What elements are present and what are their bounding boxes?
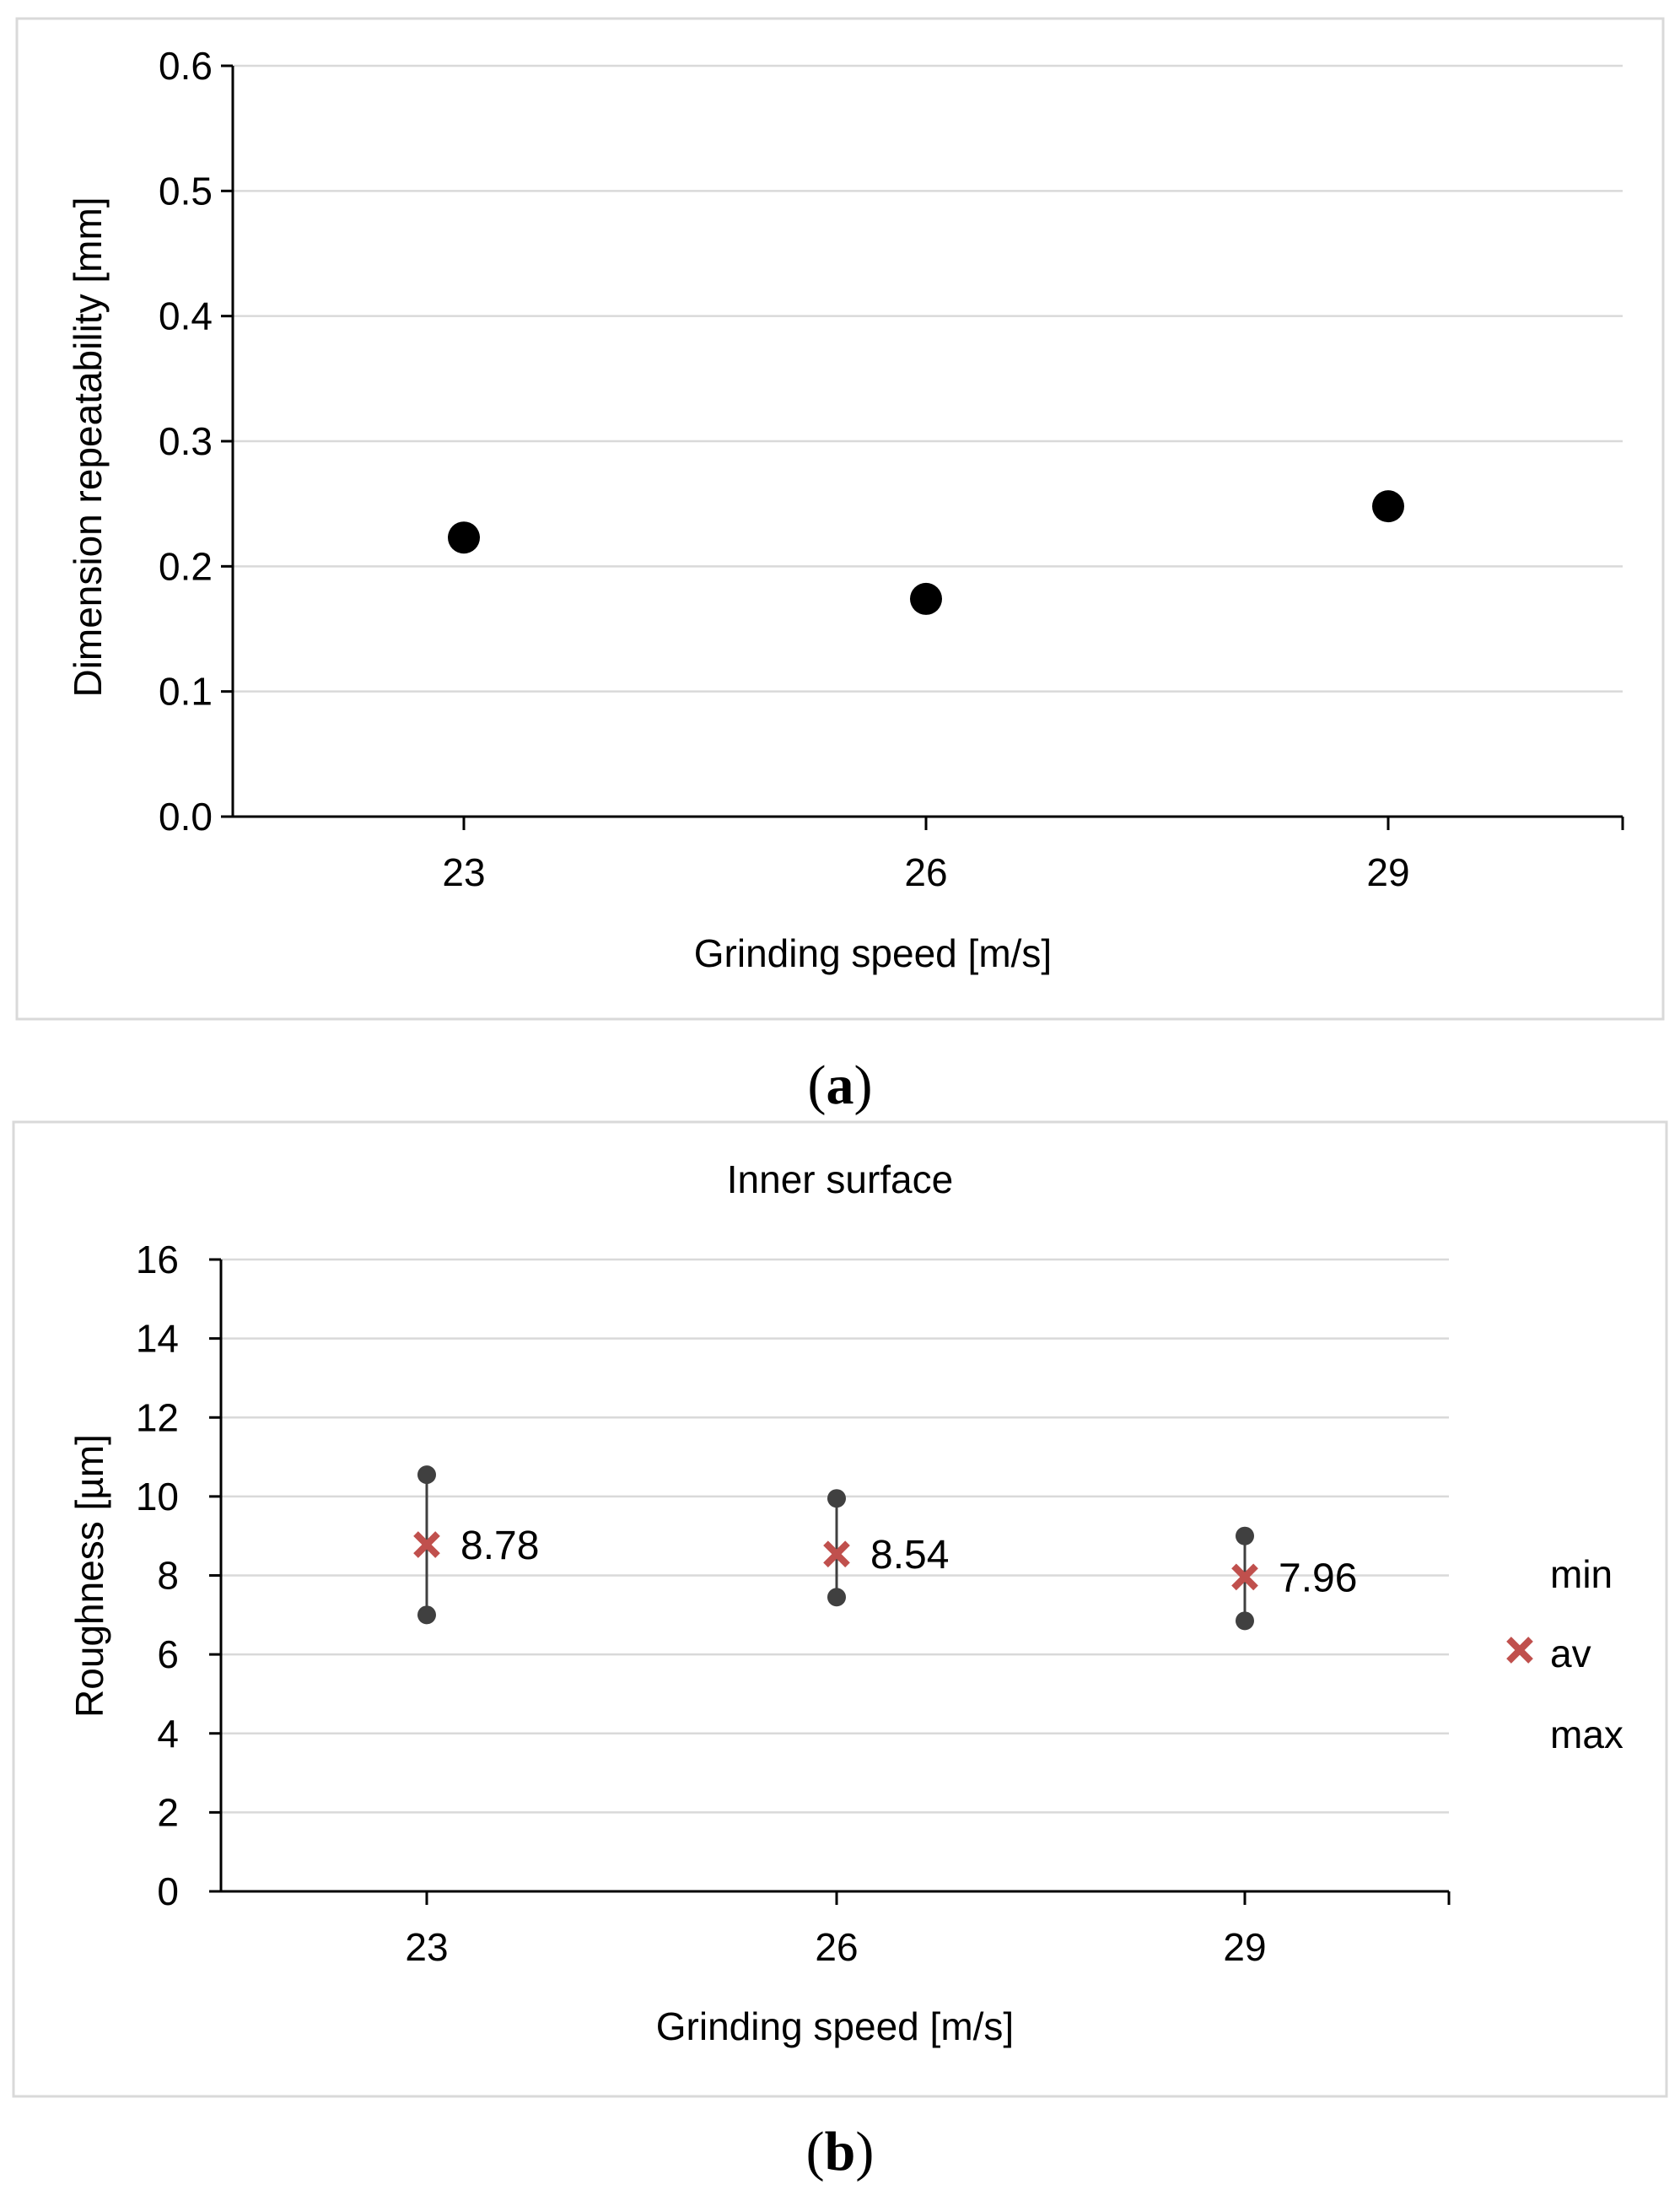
chart-a-y-ticks: 0.0 0.1 0.2 0.3 0.4 0.5 0.6 xyxy=(159,44,233,839)
chart-a-y-tick-label: 0.6 xyxy=(159,44,213,88)
chart-b-x-tick-label: 29 xyxy=(1223,1925,1266,1969)
caption-a-letter: a xyxy=(827,1055,854,1116)
chart-b-av-data-label: 8.54 xyxy=(870,1533,949,1578)
chart-b-av-point xyxy=(413,1531,440,1558)
chart-a-y-tick-label: 0.1 xyxy=(159,670,213,714)
chart-b-x-tick-label: 26 xyxy=(815,1925,858,1969)
chart-b-av-mark-stroke xyxy=(1231,1563,1258,1591)
chart-a-point xyxy=(1372,490,1404,523)
legend-item-min-label: min xyxy=(1550,1552,1613,1596)
chart-b-x-axis-label: Grinding speed [m/s] xyxy=(656,2004,1014,2048)
chart-b-legend: min av max xyxy=(1506,1552,1623,1756)
chart-a-point xyxy=(448,521,480,554)
chart-a-point xyxy=(910,582,942,615)
chart-b-av-data-label: 7.96 xyxy=(1279,1556,1357,1600)
chart-b-av-mark-stroke xyxy=(413,1531,440,1558)
chart-b-x-tick-label: 23 xyxy=(405,1925,448,1969)
caption-b-close: ) xyxy=(855,2121,874,2182)
chart-a-y-axis-label: Dimension repeatability [mm] xyxy=(66,197,110,697)
chart-b-y-tick-label: 10 xyxy=(136,1475,179,1518)
chart-a-x-tick-label: 23 xyxy=(442,850,485,894)
chart-b-min-point xyxy=(827,1588,846,1607)
legend-item-av-label: av xyxy=(1550,1632,1591,1675)
chart-b-y-tick-label: 6 xyxy=(157,1632,179,1676)
chart-b-y-tick-label: 2 xyxy=(157,1790,179,1834)
chart-a-y-tick-label: 0.3 xyxy=(159,419,213,463)
chart-b-gridlines xyxy=(221,1258,1449,1814)
chart-a-x-ticks: 23 26 29 xyxy=(442,817,1624,894)
chart-b-y-tick-label: 0 xyxy=(157,1869,179,1913)
chart-a-data-points xyxy=(448,490,1404,615)
caption-a-close: ) xyxy=(854,1055,873,1116)
chart-b-av-point xyxy=(823,1540,850,1568)
caption-a-open: ( xyxy=(808,1055,827,1116)
chart-b-frame xyxy=(12,1120,1668,2098)
chart-a-x-tick-label: 26 xyxy=(904,850,947,894)
chart-a-y-tick-label: 0.2 xyxy=(159,544,213,588)
caption-b-letter: b xyxy=(825,2121,856,2182)
caption-b: (b) xyxy=(806,2121,875,2182)
chart-a-y-tick-label: 0.0 xyxy=(159,795,213,839)
chart-b-av-point xyxy=(1231,1563,1258,1591)
chart-b-min-point xyxy=(417,1605,436,1625)
chart-b-av-mark-stroke xyxy=(823,1540,850,1568)
chart-a-frame xyxy=(15,17,1665,1021)
chart-b-max-point xyxy=(1236,1526,1254,1545)
legend-av-marker xyxy=(1506,1637,1533,1664)
chart-a-x-axis-label: Grinding speed [m/s] xyxy=(694,931,1052,975)
chart-a-y-tick-label: 0.4 xyxy=(159,294,213,338)
chart-b-data-points: 8.78 8.54 7.96 xyxy=(413,1465,1357,1631)
chart-b-y-tick-label: 4 xyxy=(157,1712,179,1756)
chart-b-y-tick-label: 14 xyxy=(136,1317,179,1361)
chart-a: 0.0 0.1 0.2 0.3 0.4 0.5 0.6 23 26 29 Grinding sp… xyxy=(15,17,1665,1021)
chart-b-y-axis-label: Roughness [µm] xyxy=(67,1434,111,1718)
chart-b-y-ticks: 0 2 4 6 8 10 12 14 16 xyxy=(136,1238,221,1913)
caption-a: (a) xyxy=(808,1055,873,1116)
chart-b-y-tick-label: 16 xyxy=(136,1238,179,1281)
chart-b-y-tick-label: 8 xyxy=(157,1554,179,1598)
chart-b-min-point xyxy=(1236,1611,1254,1631)
chart-b-x-ticks: 23 26 29 xyxy=(405,1891,1451,1969)
chart-a-gridlines xyxy=(233,64,1623,693)
chart-b-max-point xyxy=(827,1489,846,1508)
chart-b-av-data-label: 8.78 xyxy=(460,1524,539,1568)
chart-a-y-tick-label: 0.5 xyxy=(159,169,213,213)
chart-b-max-point xyxy=(417,1465,436,1485)
caption-b-open: ( xyxy=(806,2121,825,2182)
chart-b-title: Inner surface xyxy=(727,1157,953,1201)
legend-item-max-label: max xyxy=(1550,1713,1623,1756)
chart-b-y-tick-label: 12 xyxy=(136,1395,179,1439)
chart-a-x-tick-label: 29 xyxy=(1366,850,1409,894)
